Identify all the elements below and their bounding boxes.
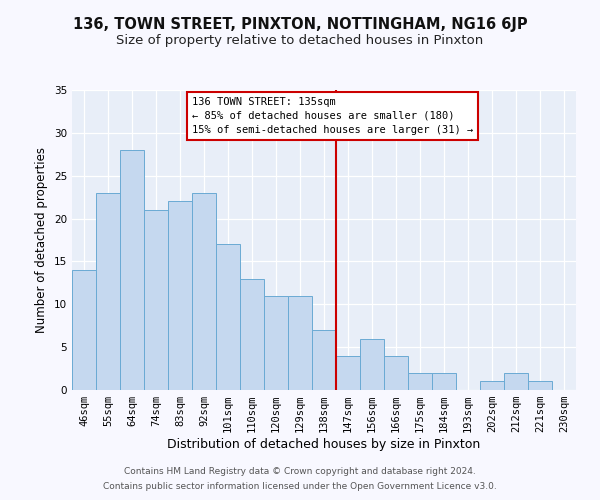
Bar bbox=[432, 373, 456, 390]
Text: Contains HM Land Registry data © Crown copyright and database right 2024.: Contains HM Land Registry data © Crown c… bbox=[124, 467, 476, 476]
Bar bbox=[192, 193, 216, 390]
Text: 136, TOWN STREET, PINXTON, NOTTINGHAM, NG16 6JP: 136, TOWN STREET, PINXTON, NOTTINGHAM, N… bbox=[73, 18, 527, 32]
Bar bbox=[384, 356, 408, 390]
Bar bbox=[264, 296, 288, 390]
Bar bbox=[216, 244, 240, 390]
Bar bbox=[288, 296, 312, 390]
Text: Size of property relative to detached houses in Pinxton: Size of property relative to detached ho… bbox=[116, 34, 484, 47]
X-axis label: Distribution of detached houses by size in Pinxton: Distribution of detached houses by size … bbox=[167, 438, 481, 451]
Bar bbox=[336, 356, 360, 390]
Bar bbox=[72, 270, 96, 390]
Bar bbox=[96, 193, 120, 390]
Bar bbox=[312, 330, 336, 390]
Bar bbox=[528, 382, 552, 390]
Bar bbox=[168, 202, 192, 390]
Text: Contains public sector information licensed under the Open Government Licence v3: Contains public sector information licen… bbox=[103, 482, 497, 491]
Y-axis label: Number of detached properties: Number of detached properties bbox=[35, 147, 49, 333]
Bar bbox=[504, 373, 528, 390]
Bar bbox=[240, 278, 264, 390]
Bar bbox=[144, 210, 168, 390]
Bar bbox=[120, 150, 144, 390]
Bar bbox=[480, 382, 504, 390]
Text: 136 TOWN STREET: 135sqm
← 85% of detached houses are smaller (180)
15% of semi-d: 136 TOWN STREET: 135sqm ← 85% of detache… bbox=[192, 97, 473, 135]
Bar bbox=[360, 338, 384, 390]
Bar bbox=[408, 373, 432, 390]
